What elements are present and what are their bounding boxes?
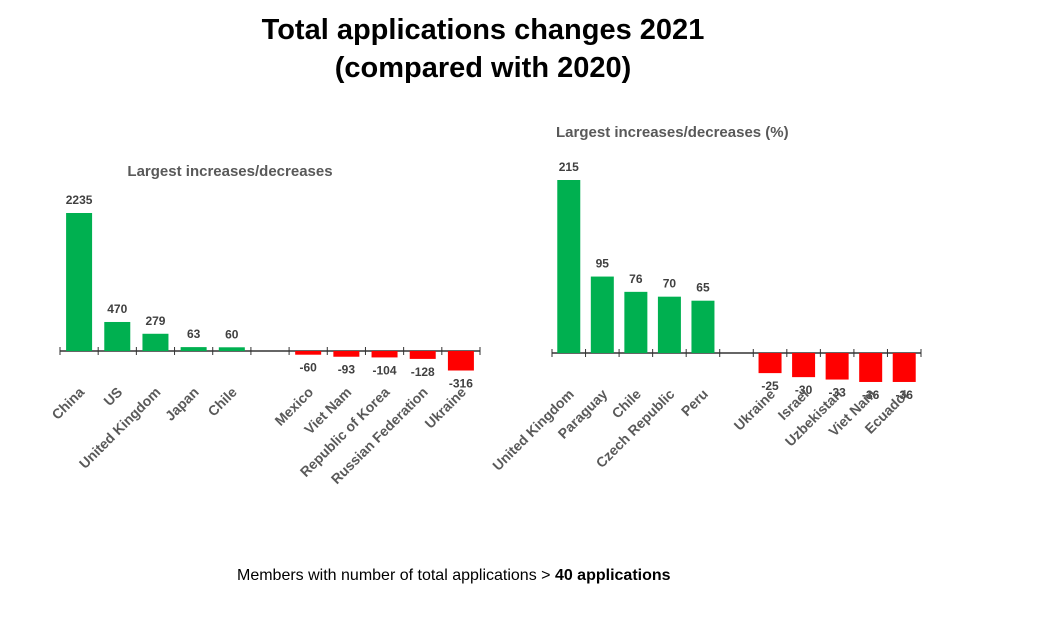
bar [409, 351, 436, 359]
data-label: -93 [338, 363, 356, 377]
category-label: Ukraine [421, 384, 469, 432]
chart-title: Largest increases/decreases (%) [556, 124, 789, 141]
data-label: 76 [629, 272, 643, 286]
category-label: Chile [204, 384, 240, 420]
data-label: -60 [300, 361, 318, 375]
bar [590, 276, 614, 353]
bar [104, 321, 131, 351]
title-line-2: (compared with 2020) [334, 52, 632, 84]
page-title: Total applications changes 2021 (compare… [0, 11, 966, 87]
bar [691, 300, 715, 353]
data-label: 470 [107, 302, 127, 316]
bar [371, 351, 398, 358]
data-label: 215 [559, 160, 579, 174]
title-line-1: Total applications changes 2021 [261, 14, 705, 46]
data-label: -36 [862, 388, 880, 402]
data-label: -25 [761, 379, 779, 393]
bar [657, 296, 681, 353]
data-label: -104 [373, 363, 397, 377]
data-label: 60 [225, 327, 239, 341]
bar [758, 353, 782, 374]
footnote: Members with number of total application… [237, 567, 671, 585]
category-label: US [100, 384, 125, 409]
data-label: 65 [696, 281, 710, 295]
chart-2: Largest increases/decreases (%)215United… [489, 124, 922, 474]
chart-title: Largest increases/decreases [127, 163, 332, 180]
data-label: 63 [187, 327, 201, 341]
chart-1: Largest increases/decreases 2235 China 470 U… [48, 163, 481, 487]
category-label: Ukraine [731, 386, 779, 434]
data-label: 2235 [66, 193, 93, 207]
data-label: 279 [145, 314, 165, 328]
data-label: 70 [663, 277, 677, 291]
bar [218, 347, 245, 351]
bar [557, 180, 581, 353]
bar [295, 351, 322, 355]
bar [825, 353, 849, 380]
footnote-emphasis: 40 applications [554, 567, 671, 584]
data-label: -128 [411, 365, 435, 379]
bar [180, 347, 207, 351]
category-label: China [48, 384, 87, 423]
footnote-prefix: Members with number of total application… [237, 567, 555, 584]
category-label: Japan [162, 384, 202, 424]
category-label: Peru [678, 386, 711, 419]
bar [333, 351, 360, 357]
data-label: 95 [596, 257, 610, 271]
bar [859, 353, 883, 382]
bar [66, 213, 93, 351]
data-label: -316 [449, 377, 473, 391]
data-label: -36 [896, 388, 914, 402]
bar [892, 353, 916, 382]
data-label: -30 [795, 383, 813, 397]
bar [142, 333, 169, 351]
bar [624, 291, 648, 353]
data-label: -33 [828, 386, 846, 400]
bar [447, 351, 474, 371]
bar [792, 353, 816, 378]
